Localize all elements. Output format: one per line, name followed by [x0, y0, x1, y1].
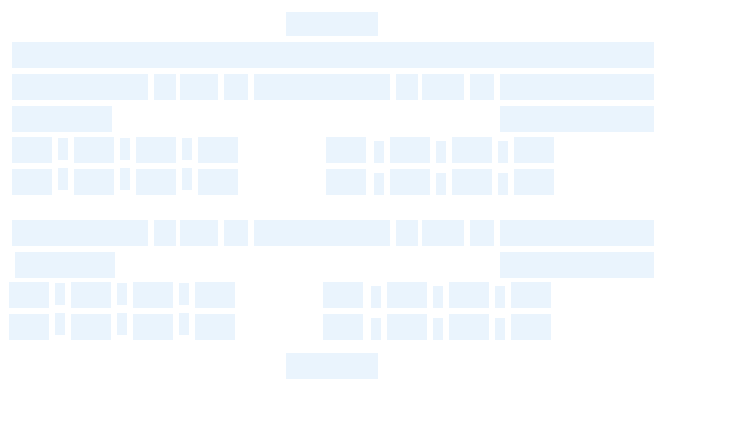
field-placeholder	[9, 314, 49, 340]
field-placeholder	[449, 282, 489, 308]
label-placeholder	[470, 74, 494, 100]
field-placeholder	[390, 137, 430, 163]
field-placeholder	[74, 169, 114, 195]
value-placeholder	[500, 220, 654, 246]
label-placeholder	[180, 74, 218, 100]
field-placeholder	[449, 314, 489, 340]
label-placeholder	[254, 74, 390, 100]
banner-placeholder	[12, 42, 654, 68]
field-placeholder	[195, 314, 235, 340]
label-placeholder	[422, 220, 464, 246]
separator-placeholder	[120, 138, 130, 160]
label-placeholder	[224, 220, 248, 246]
field-placeholder	[390, 169, 430, 195]
separator-placeholder	[55, 283, 65, 305]
field-placeholder	[323, 314, 363, 340]
separator-placeholder	[498, 173, 508, 195]
field-placeholder	[12, 137, 52, 163]
field-placeholder	[198, 169, 238, 195]
field-placeholder	[71, 282, 111, 308]
label-placeholder	[154, 74, 176, 100]
field-placeholder	[74, 137, 114, 163]
field-placeholder	[326, 137, 366, 163]
value-placeholder	[500, 106, 654, 132]
separator-placeholder	[179, 283, 189, 305]
separator-placeholder	[436, 173, 446, 195]
field-placeholder	[511, 314, 551, 340]
field-placeholder	[198, 137, 238, 163]
label-placeholder	[254, 220, 390, 246]
separator-placeholder	[182, 168, 192, 190]
field-placeholder	[323, 282, 363, 308]
field-placeholder	[452, 137, 492, 163]
label-placeholder	[396, 220, 418, 246]
title-placeholder	[286, 12, 378, 36]
label-placeholder	[154, 220, 176, 246]
separator-placeholder	[495, 318, 505, 340]
label-placeholder	[224, 74, 248, 100]
field-placeholder	[133, 314, 173, 340]
field-placeholder	[387, 314, 427, 340]
separator-placeholder	[55, 313, 65, 335]
separator-placeholder	[179, 313, 189, 335]
footer-button-placeholder	[286, 353, 378, 379]
label-placeholder	[15, 252, 115, 278]
field-placeholder	[195, 282, 235, 308]
field-placeholder	[136, 137, 176, 163]
separator-placeholder	[374, 173, 384, 195]
label-placeholder	[12, 74, 148, 100]
separator-placeholder	[58, 168, 68, 190]
field-placeholder	[9, 282, 49, 308]
field-placeholder	[514, 137, 554, 163]
field-placeholder	[514, 169, 554, 195]
separator-placeholder	[58, 138, 68, 160]
label-placeholder	[180, 220, 218, 246]
label-placeholder	[422, 74, 464, 100]
separator-placeholder	[117, 313, 127, 335]
field-placeholder	[326, 169, 366, 195]
value-placeholder	[500, 74, 654, 100]
separator-placeholder	[182, 138, 192, 160]
separator-placeholder	[436, 141, 446, 163]
separator-placeholder	[433, 318, 443, 340]
separator-placeholder	[371, 318, 381, 340]
label-placeholder	[12, 106, 112, 132]
separator-placeholder	[117, 283, 127, 305]
field-placeholder	[511, 282, 551, 308]
value-placeholder	[500, 252, 654, 278]
field-placeholder	[452, 169, 492, 195]
separator-placeholder	[374, 141, 384, 163]
label-placeholder	[12, 220, 148, 246]
separator-placeholder	[433, 286, 443, 308]
separator-placeholder	[498, 141, 508, 163]
separator-placeholder	[495, 286, 505, 308]
separator-placeholder	[120, 168, 130, 190]
field-placeholder	[136, 169, 176, 195]
field-placeholder	[387, 282, 427, 308]
field-placeholder	[71, 314, 111, 340]
field-placeholder	[12, 169, 52, 195]
label-placeholder	[470, 220, 494, 246]
separator-placeholder	[371, 286, 381, 308]
label-placeholder	[396, 74, 418, 100]
field-placeholder	[133, 282, 173, 308]
